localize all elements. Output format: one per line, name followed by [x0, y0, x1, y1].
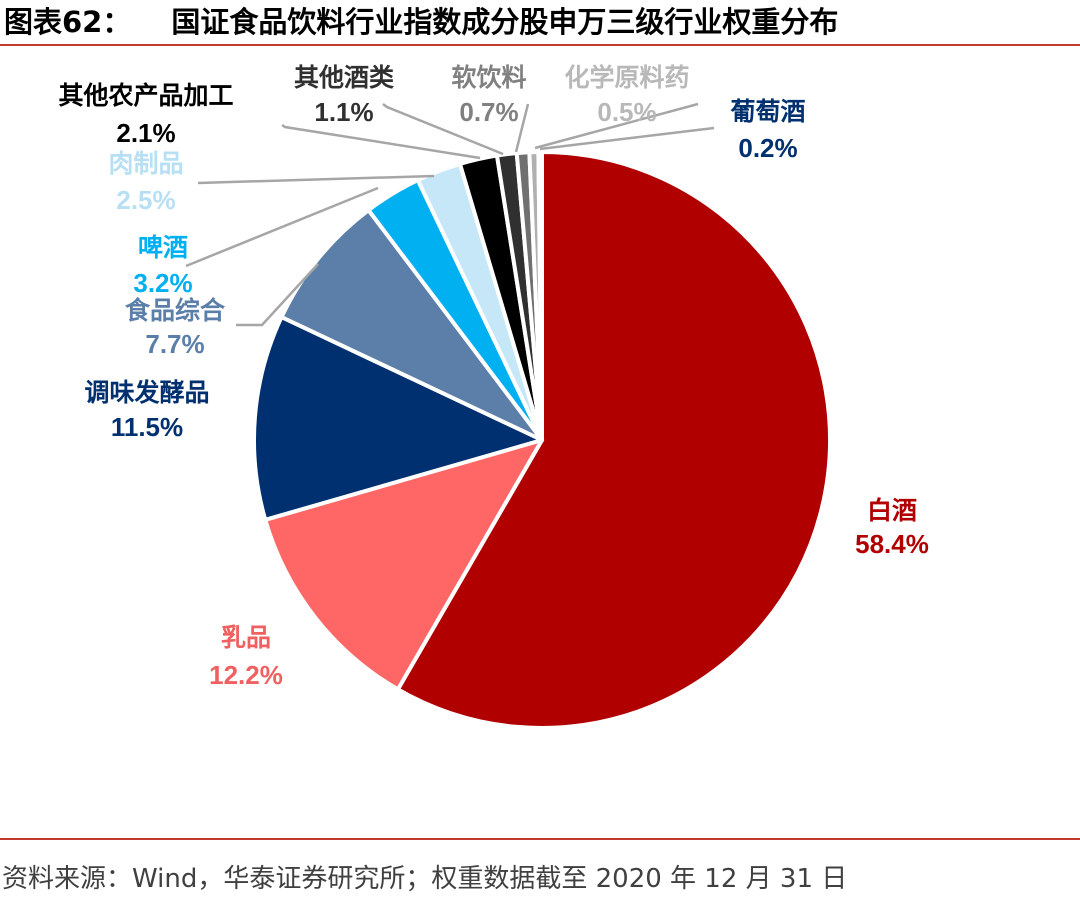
slice-name-label: 乳品 [221, 623, 271, 652]
slice-value-label: 0.2% [738, 133, 797, 163]
leader-line [514, 103, 530, 153]
slice-value-label: 1.1% [314, 97, 373, 127]
slice-name-label: 化学原料药 [564, 63, 689, 92]
slice-name-label: 调味发酵品 [84, 378, 209, 407]
leader-line [534, 102, 699, 150]
slice-value-label: 0.5% [597, 97, 656, 127]
leader-line [185, 186, 379, 268]
slice-name-label: 其他农产品加工 [58, 81, 233, 110]
leader-line [236, 263, 319, 327]
slice-value-label: 2.5% [116, 185, 175, 215]
figure-number: 图表62： [4, 5, 132, 39]
figure-caption: 国证食品饮料行业指数成分股申万三级行业权重分布 [171, 5, 839, 39]
slice-name-label: 白酒 [867, 496, 917, 525]
pie-slice [263, 438, 544, 692]
slice-value-label: 58.4% [855, 529, 929, 559]
slice-name-label: 葡萄酒 [729, 97, 805, 126]
slice-value-label: 12.2% [209, 660, 283, 690]
source-note: 资料来源：Wind，华泰证券研究所；权重数据截至 2020 年 12 月 31 … [2, 864, 848, 894]
slice-name-label: 其他酒类 [294, 63, 395, 92]
slice-value-label: 3.2% [133, 268, 192, 298]
figure-title: 图表62： 国证食品饮料行业指数成分股申万三级行业权重分布 [4, 0, 838, 44]
leader-line [281, 123, 481, 160]
slice-value-label: 11.5% [111, 412, 183, 442]
slice-name-label: 啤酒 [138, 233, 188, 262]
slice-name-label: 肉制品 [108, 149, 183, 178]
slice-name-label: 软饮料 [451, 63, 526, 92]
pie-slice [395, 150, 832, 730]
slice-name-label: 食品综合 [125, 296, 226, 325]
leader-line [382, 103, 504, 156]
leader-line [539, 126, 715, 151]
footer-rule [0, 838, 1080, 840]
slice-value-label: 0.7% [459, 97, 518, 127]
leader-line [197, 174, 435, 185]
slice-value-label: 2.1% [116, 118, 175, 148]
title-rule [0, 44, 1080, 46]
pie-slice [279, 208, 544, 442]
pie-slice [536, 149, 544, 442]
pie-slice [252, 315, 544, 522]
slice-value-label: 7.7% [145, 329, 204, 359]
